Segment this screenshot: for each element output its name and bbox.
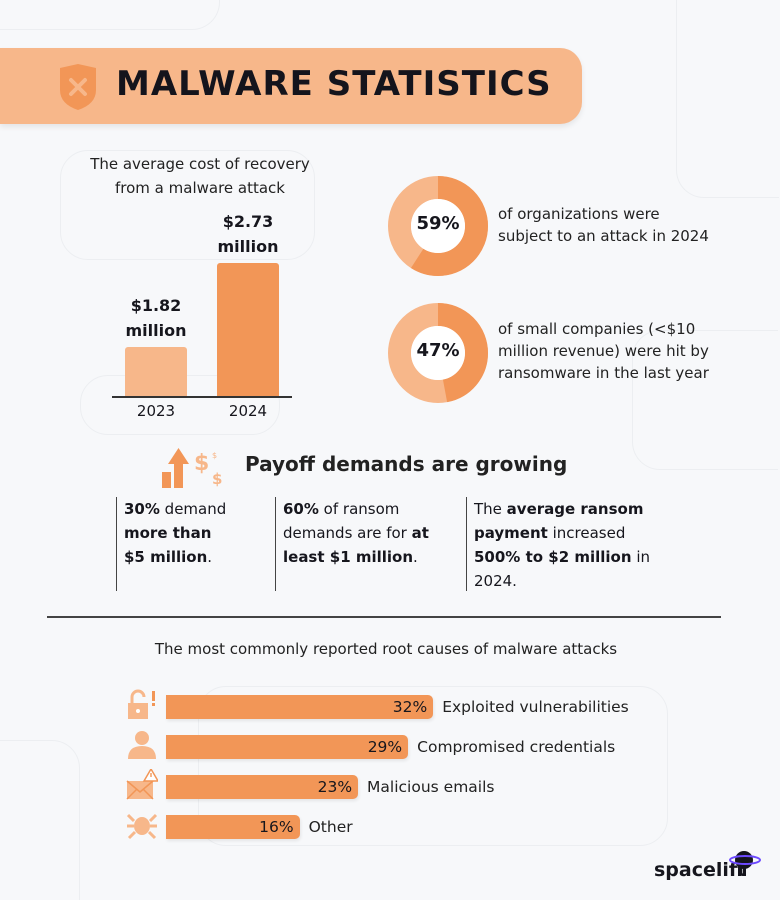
svg-text:$: $: [212, 451, 217, 460]
svg-text:$: $: [212, 470, 222, 488]
donut-caption: of small companies (<$10 million revenue)…: [498, 318, 758, 384]
stat-text: average ransom payment: [474, 500, 644, 542]
value-line: million: [125, 321, 187, 341]
recovery-bar: [125, 347, 187, 396]
caption-line: subject to an attack in 2024: [498, 227, 709, 245]
stat-text: 500% to $2 million: [474, 548, 632, 566]
value-line: $1.82: [130, 296, 182, 316]
stat-text: in 2024.: [474, 548, 650, 590]
cause-bar: 32%: [166, 695, 434, 719]
recovery-bar-value: $1.82 million: [111, 293, 201, 343]
stat-text: more than $5 million: [124, 524, 212, 566]
causes-heading: The most commonly reported root causes o…: [154, 640, 618, 658]
donut-caption: of organizations were subject to an attac…: [498, 203, 758, 247]
section-divider: [47, 616, 721, 618]
decor-line: [632, 330, 778, 470]
cause-bar: 16%: [166, 815, 300, 839]
value-line: million: [217, 237, 279, 257]
recovery-bar-year: 2024: [228, 402, 268, 420]
spacelift-logo-icon: [729, 851, 761, 876]
growth-arrow-dollar-icon: $ $ $: [162, 448, 222, 488]
caption-line: of organizations were: [498, 205, 660, 223]
recovery-subtitle: The average cost of recovery from a malw…: [60, 152, 340, 200]
brand-logo-text: spacelift: [654, 859, 747, 881]
cause-label: Compromised credentials: [417, 738, 616, 756]
recovery-subtitle-line: The average cost of recovery: [90, 155, 310, 173]
bug-icon: [126, 813, 158, 840]
stat-text: 30%: [124, 500, 160, 518]
title-banner: [0, 48, 582, 124]
recovery-bar-value: $2.73 million: [203, 209, 293, 259]
stat-text: .: [413, 548, 418, 566]
payoff-heading: Payoff demands are growing: [245, 452, 568, 476]
recovery-subtitle-line: from a malware attack: [115, 179, 285, 197]
user-icon: [128, 731, 156, 759]
decor-line: [0, 0, 220, 30]
caption-line: of small companies (<$10: [498, 320, 696, 338]
cause-label: Exploited vulnerabilities: [442, 698, 629, 716]
decor-line: [0, 740, 80, 900]
envelope-warning-icon: [126, 769, 158, 800]
donut-percent: 47%: [416, 340, 460, 361]
payoff-stat: 60% of ransom demands are for at least $…: [275, 497, 445, 591]
caption-line: million revenue) were hit by: [498, 342, 709, 360]
donut-segment: [388, 303, 488, 403]
stat-text: of ransom demands are for: [283, 500, 412, 542]
cause-bar: 23%: [166, 775, 359, 799]
chart-baseline: [112, 396, 292, 398]
donut-charts: [388, 176, 488, 403]
donut-hole: [411, 326, 465, 380]
stat-text: at least $1 million: [283, 524, 429, 566]
unlocked-padlock-icon: [128, 689, 155, 719]
decor-line: [676, 0, 779, 198]
payoff-stat: The average ransom payment increased 500…: [466, 497, 656, 591]
stat-text: demand: [159, 500, 227, 518]
caption-line: ransomware in the last year: [498, 364, 709, 382]
donut-hole: [411, 199, 465, 253]
decor-line: [60, 150, 315, 260]
cause-label: Malicious emails: [367, 778, 495, 796]
decor-line: [198, 686, 668, 846]
stat-text: The: [474, 500, 507, 518]
cause-label: Other: [308, 818, 353, 836]
recovery-bar: [217, 263, 279, 396]
stat-text: increased: [547, 524, 626, 542]
value-line: $2.73: [222, 212, 274, 232]
stat-text: .: [207, 548, 213, 566]
page-title: MALWARE STATISTICS: [116, 64, 552, 104]
donut-segment: [388, 176, 488, 276]
payoff-stat: 30% demand more than $5 million.: [116, 497, 236, 591]
donut-percent: 59%: [416, 213, 460, 234]
shield-x-icon: [60, 64, 96, 110]
recovery-bar-year: 2023: [136, 402, 176, 420]
svg-text:$: $: [194, 451, 209, 476]
cause-bar: 29%: [166, 735, 409, 759]
stat-text: 60%: [283, 500, 319, 518]
